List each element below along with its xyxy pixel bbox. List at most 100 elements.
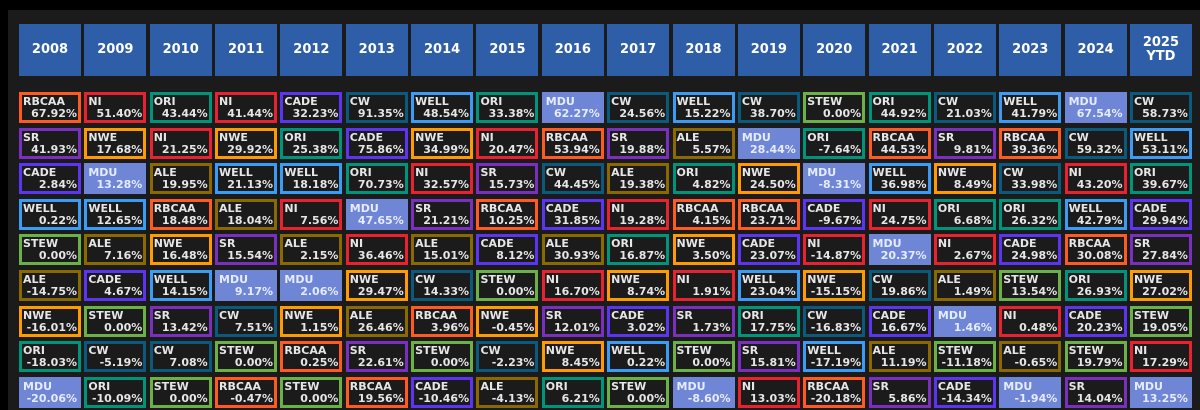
return-tile[interactable]: MDU 1.46% (933, 305, 996, 337)
return-tile[interactable]: ALE 30.93% (541, 234, 604, 266)
return-tile[interactable]: NWE 16.48% (149, 234, 212, 266)
return-tile[interactable]: ORI 25.38% (280, 127, 343, 159)
return-tile[interactable]: STEW 0.00% (84, 305, 147, 337)
return-tile[interactable]: NI 13.03% (737, 376, 800, 408)
return-tile[interactable]: RBCAA 4.15% (672, 198, 735, 230)
return-tile[interactable]: SR 15.73% (476, 163, 539, 195)
return-tile[interactable]: NWE -15.15% (803, 270, 866, 301)
return-tile[interactable]: ORI -10.09% (84, 376, 147, 408)
return-tile[interactable]: ALE 19.95% (149, 163, 212, 195)
return-tile[interactable]: ORI 43.44% (149, 92, 212, 123)
return-tile[interactable]: ALE 1.49% (933, 270, 996, 301)
return-tile[interactable]: ALE -14.75% (19, 270, 81, 301)
return-tile[interactable]: STEW 0.00% (672, 341, 735, 373)
return-tile[interactable]: SR 13.42% (149, 305, 212, 337)
return-tile[interactable]: NWE 1.15% (280, 305, 343, 337)
return-tile[interactable]: CADE 24.98% (999, 234, 1062, 266)
return-tile[interactable]: MDU -8.31% (803, 163, 866, 195)
return-tile[interactable]: CW 19.86% (868, 270, 931, 301)
return-tile[interactable]: STEW 0.00% (280, 376, 343, 408)
return-tile[interactable]: NWE 8.74% (607, 270, 670, 301)
return-tile[interactable]: WELL 53.11% (1129, 127, 1192, 159)
return-tile[interactable]: RBCAA -20.18% (803, 376, 866, 408)
return-tile[interactable]: SR 9.81% (933, 127, 996, 159)
return-tile[interactable]: RBCAA 67.92% (19, 92, 81, 123)
return-tile[interactable]: CW 91.35% (345, 92, 408, 123)
return-tile[interactable]: WELL -17.19% (803, 341, 866, 373)
return-tile[interactable]: CADE 8.12% (476, 234, 539, 266)
return-tile[interactable]: SR 5.86% (868, 376, 931, 408)
return-tile[interactable]: CW -16.83% (803, 305, 866, 337)
return-tile[interactable]: NI 17.29% (1129, 341, 1192, 373)
return-tile[interactable]: RBCAA -0.47% (215, 376, 278, 408)
return-tile[interactable]: WELL 42.79% (1064, 198, 1127, 230)
return-tile[interactable]: ALE 2.15% (280, 234, 343, 266)
return-tile[interactable]: NI 1.91% (672, 270, 735, 301)
return-tile[interactable]: STEW 0.00% (411, 341, 474, 373)
return-tile[interactable]: CW 59.32% (1064, 127, 1127, 159)
return-tile[interactable]: WELL 18.18% (280, 163, 343, 195)
return-tile[interactable]: NI 19.28% (607, 198, 670, 230)
return-tile[interactable]: CW 38.70% (737, 92, 800, 123)
return-tile[interactable]: SR 14.04% (1064, 376, 1127, 408)
return-tile[interactable]: ALE -0.65% (999, 341, 1062, 373)
return-tile[interactable]: MDU 13.28% (84, 163, 147, 195)
return-tile[interactable]: NI 0.48% (999, 305, 1062, 337)
return-tile[interactable]: RBCAA 0.25% (280, 341, 343, 373)
return-tile[interactable]: NI 20.47% (476, 127, 539, 159)
return-tile[interactable]: SR 19.88% (607, 127, 670, 159)
return-tile[interactable]: ORI 4.82% (672, 163, 735, 195)
return-tile[interactable]: MDU 62.27% (541, 92, 604, 123)
return-tile[interactable]: SR 15.81% (737, 341, 800, 373)
return-tile[interactable]: SR 27.84% (1129, 234, 1192, 266)
return-tile[interactable]: CADE -14.34% (933, 376, 996, 408)
return-tile[interactable]: ALE 7.16% (84, 234, 147, 266)
return-tile[interactable]: WELL 21.13% (215, 163, 278, 195)
return-tile[interactable]: ALE 11.19% (868, 341, 931, 373)
return-tile[interactable]: STEW 19.79% (1064, 341, 1127, 373)
return-tile[interactable]: RBCAA 23.71% (737, 198, 800, 230)
return-tile[interactable]: CW 14.33% (411, 270, 474, 301)
return-tile[interactable]: ORI 39.67% (1129, 163, 1192, 195)
return-tile[interactable]: NI 16.70% (541, 270, 604, 301)
return-tile[interactable]: MDU 47.65% (345, 198, 408, 230)
return-tile[interactable]: RBCAA 10.25% (476, 198, 539, 230)
return-tile[interactable]: STEW 0.00% (476, 270, 539, 301)
return-tile[interactable]: NWE 29.47% (345, 270, 408, 301)
return-tile[interactable]: MDU -1.94% (999, 376, 1062, 408)
return-tile[interactable]: RBCAA 3.96% (411, 305, 474, 337)
return-tile[interactable]: ORI 44.92% (868, 92, 931, 123)
return-tile[interactable]: NI 43.20% (1064, 163, 1127, 195)
return-tile[interactable]: ORI 17.75% (737, 305, 800, 337)
return-tile[interactable]: ORI -7.64% (803, 127, 866, 159)
return-tile[interactable]: CADE 4.67% (84, 270, 147, 301)
return-tile[interactable]: WELL 12.65% (84, 198, 147, 230)
return-tile[interactable]: CW -5.19% (84, 341, 147, 373)
return-tile[interactable]: SR 22.61% (345, 341, 408, 373)
return-tile[interactable]: CW 33.98% (999, 163, 1062, 195)
return-tile[interactable]: STEW 0.00% (803, 92, 866, 123)
return-tile[interactable]: NWE 34.99% (411, 127, 474, 159)
return-tile[interactable]: WELL 41.79% (999, 92, 1062, 123)
return-tile[interactable]: NI -14.87% (803, 234, 866, 266)
return-tile[interactable]: SR 12.01% (541, 305, 604, 337)
return-tile[interactable]: NI 2.67% (933, 234, 996, 266)
return-tile[interactable]: STEW 0.00% (19, 234, 81, 266)
return-tile[interactable]: MDU 9.17% (215, 270, 278, 301)
return-tile[interactable]: ALE 5.57% (672, 127, 735, 159)
return-tile[interactable]: CW 7.08% (149, 341, 212, 373)
return-tile[interactable]: STEW 19.05% (1129, 305, 1192, 337)
return-tile[interactable]: WELL 0.22% (607, 341, 670, 373)
return-tile[interactable]: SR 21.21% (411, 198, 474, 230)
return-tile[interactable]: NWE 29.92% (215, 127, 278, 159)
return-tile[interactable]: SR 41.93% (19, 127, 81, 159)
return-tile[interactable]: MDU -8.60% (672, 376, 735, 408)
return-tile[interactable]: ALE 18.04% (215, 198, 278, 230)
return-tile[interactable]: CW 44.45% (541, 163, 604, 195)
return-tile[interactable]: CADE 32.23% (280, 92, 343, 123)
return-tile[interactable]: NWE 27.02% (1129, 270, 1192, 301)
return-tile[interactable]: NWE 8.45% (541, 341, 604, 373)
return-tile[interactable]: CW -2.23% (476, 341, 539, 373)
return-tile[interactable]: NWE 3.50% (672, 234, 735, 266)
return-tile[interactable]: RBCAA 18.48% (149, 198, 212, 230)
